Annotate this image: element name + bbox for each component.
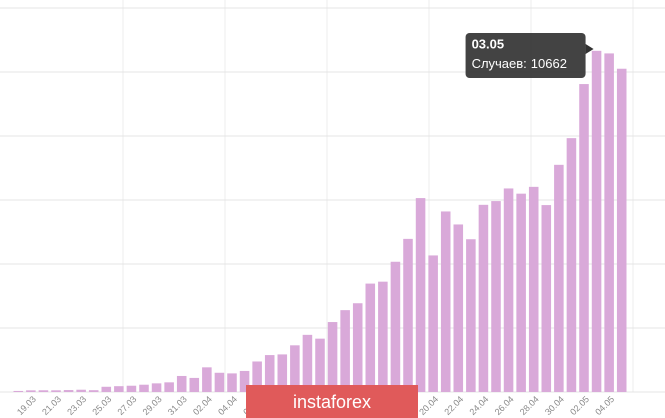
bar [352, 303, 363, 392]
x-tick-label: 24.04 [468, 394, 491, 417]
tooltip-title: 03.05 [472, 36, 505, 51]
bar [466, 239, 476, 392]
x-tick-label: 20.04 [417, 394, 440, 417]
bar [101, 386, 112, 392]
bar [403, 238, 413, 392]
bar [604, 53, 614, 393]
bar [126, 385, 137, 392]
tooltip-text: Случаев: 10662 [472, 56, 567, 71]
x-tick-label: 02.05 [568, 394, 591, 417]
bar [541, 205, 552, 392]
x-tick-label: 31.03 [166, 394, 189, 417]
bar [491, 201, 501, 392]
x-tick-label: 23.03 [65, 394, 88, 417]
watermark: instaforex [293, 392, 371, 412]
bar [428, 255, 438, 392]
x-tick-label: 22.04 [442, 394, 465, 417]
bar [415, 198, 426, 392]
x-tick-label: 27.03 [116, 394, 139, 417]
bar [202, 367, 212, 392]
bar [554, 164, 564, 392]
bar [277, 354, 288, 392]
bar [327, 322, 338, 392]
bar [252, 361, 262, 392]
bar [528, 186, 539, 392]
x-tick-label: 19.03 [15, 394, 38, 417]
tooltip-arrow [585, 44, 594, 54]
tooltip-series: Случаев: [472, 56, 527, 71]
x-tick-label: 04.05 [593, 394, 616, 417]
bar [566, 138, 577, 392]
bar [478, 204, 489, 392]
x-tick-label: 30.04 [543, 394, 566, 417]
bar [51, 390, 61, 392]
watermark-box [246, 385, 418, 418]
x-tick-label: 29.03 [141, 394, 164, 417]
bar [302, 334, 313, 392]
bar [591, 50, 602, 392]
bar [239, 370, 250, 392]
bar [38, 390, 49, 392]
bar [26, 390, 36, 392]
bar [390, 261, 401, 392]
bar [378, 281, 388, 392]
bar [114, 386, 124, 392]
bar [13, 390, 24, 392]
x-tick-label: 25.03 [90, 394, 113, 417]
x-tick-label: 02.04 [191, 394, 214, 417]
bar [290, 345, 300, 392]
x-tick-label: 04.04 [216, 394, 239, 417]
bar [189, 377, 200, 392]
bar [176, 375, 187, 392]
bar [139, 384, 149, 392]
bar [315, 338, 325, 392]
bar [579, 84, 589, 393]
bar [164, 382, 174, 392]
bar [503, 188, 514, 392]
bar [264, 355, 275, 392]
bar [516, 193, 526, 392]
bar [214, 372, 225, 392]
tooltip: 03.05 Случаев: 10662 [465, 33, 594, 78]
bar [76, 389, 86, 392]
bar [151, 383, 162, 392]
x-tick-label: 26.04 [493, 394, 516, 417]
x-tick-label: 21.03 [40, 394, 63, 417]
bar [453, 224, 464, 392]
bar [440, 211, 451, 392]
bar [227, 373, 237, 392]
bar [63, 390, 74, 392]
bar [616, 68, 627, 393]
x-tick-label: 28.04 [518, 394, 541, 417]
bar [340, 310, 350, 392]
bar [365, 283, 376, 392]
tooltip-box [465, 33, 586, 78]
tooltip-value: 10662 [531, 56, 567, 71]
bar [88, 390, 99, 392]
